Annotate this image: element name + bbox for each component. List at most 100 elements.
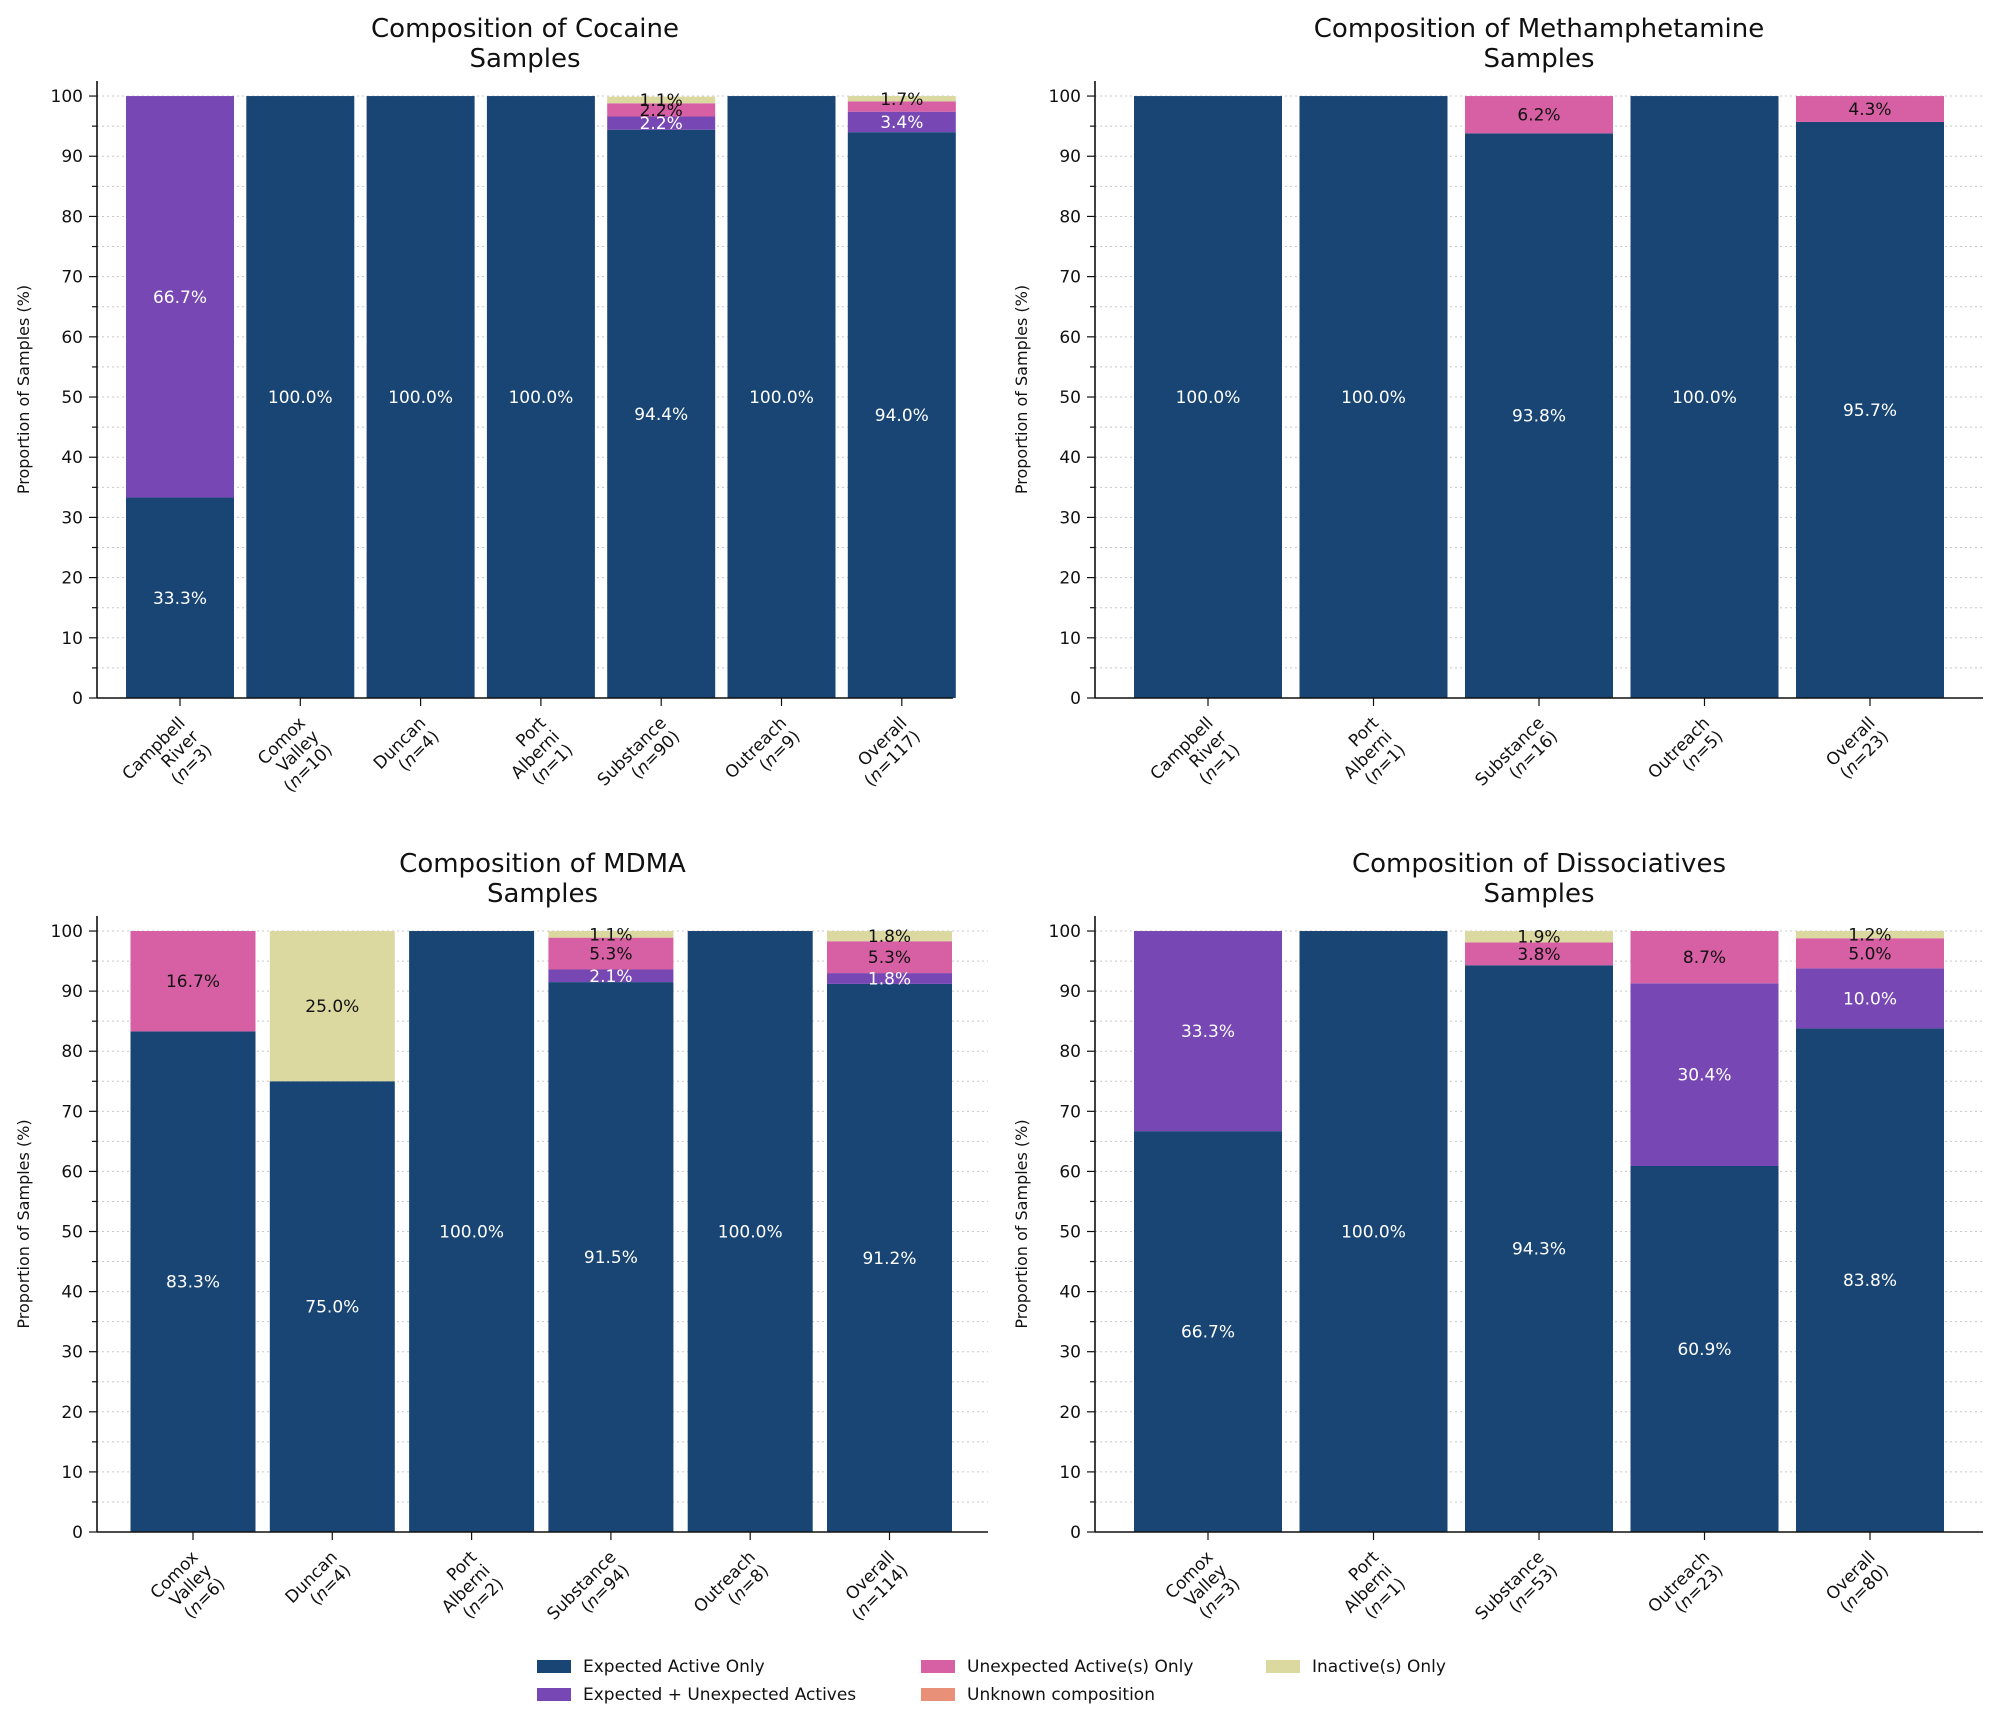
bar-segment-expected_only [1465, 133, 1613, 698]
y-tick-label: 100 [1049, 922, 1081, 942]
y-tick-label: 70 [1059, 1102, 1081, 1122]
legend-label: Inactive(s) Only [1312, 1657, 1446, 1677]
bar-segment-unexpected_only [548, 937, 674, 970]
bar-value-label: 1.8% [868, 927, 911, 947]
bar-segment-inactive_only [607, 96, 716, 104]
bar-segment-expected_only [1796, 121, 1944, 699]
x-tick-label: Duncan(n=4) [370, 713, 444, 787]
bar-value-label: 1.8% [868, 970, 911, 990]
bar-value-label: 100.0% [1176, 388, 1241, 408]
bar-segment-expected_only [827, 983, 952, 1532]
x-tick-label: PortAlberni(n=1) [494, 713, 578, 797]
y-tick-label: 30 [1059, 1343, 1081, 1363]
bar-segment-expected_only [727, 96, 836, 699]
y-tick-label: 40 [1059, 1283, 1081, 1303]
bar-value-label: 91.5% [584, 1248, 638, 1268]
chart-panel-1: Composition of Cocaine Samples Proportion … [14, 14, 956, 811]
y-tick-label: 70 [61, 1102, 83, 1122]
x-tick-label: Overall(n=80) [1822, 1547, 1893, 1618]
x-tick-label: CampbellRiver(n=3) [119, 713, 217, 811]
bar-value-label: 4.3% [1848, 100, 1891, 120]
bar-segment-unexpected_only [1630, 931, 1779, 984]
bar-value-label: 2.1% [589, 967, 632, 987]
bar-segment-unexpected_only [1796, 96, 1944, 122]
bar-value-label: 1.9% [1517, 928, 1560, 948]
y-tick-label: 90 [1059, 982, 1081, 1002]
bar-value-label: 83.8% [1843, 1271, 1897, 1291]
y-tick-label: 40 [61, 1283, 83, 1303]
y-tick-label: 50 [61, 1223, 83, 1243]
bar-value-label: 2.2% [640, 101, 683, 121]
y-axis-label: Proportion of Samples (%) [1012, 1119, 1031, 1328]
chart-title: Composition of Dissociatives Samples [1352, 849, 1726, 909]
bar-value-label: 100.0% [1672, 388, 1737, 408]
y-tick-label: 50 [61, 388, 83, 408]
x-tick-label: Substance(n=94) [543, 1547, 633, 1637]
bar-value-label: 66.7% [153, 288, 207, 308]
bar-value-label: 66.7% [1181, 1323, 1235, 1343]
y-tick-label: 20 [1059, 1403, 1081, 1423]
bar-value-label: 100.0% [268, 388, 333, 408]
y-tick-label: 30 [61, 1343, 83, 1363]
bar-value-label: 6.2% [1517, 106, 1560, 126]
y-tick-label: 100 [51, 922, 83, 942]
bar-segment-unexpected_only [607, 103, 716, 117]
y-tick-label: 10 [61, 629, 83, 649]
bar-segment-expected_unexpected [607, 116, 716, 130]
bar-value-label: 60.9% [1677, 1340, 1731, 1360]
bar-segment-expected_unexpected [548, 969, 674, 983]
y-tick-label: 90 [61, 147, 83, 167]
bar-value-label: 100.0% [1341, 1223, 1406, 1243]
legend-label: Expected Active Only [583, 1657, 765, 1677]
y-axis-label: Proportion of Samples (%) [14, 285, 33, 494]
bar-segment-expected_only [1465, 965, 1613, 1532]
legend-label: Unknown composition [967, 1685, 1155, 1705]
bar-segment-expected_unexpected [1796, 968, 1944, 1029]
bar-value-label: 1.1% [589, 925, 632, 945]
bar-segment-expected_unexpected [1134, 931, 1282, 1132]
y-tick-label: 0 [1070, 1523, 1081, 1543]
chart-panel-3: Composition of MDMA Samples Proportion of … [14, 849, 988, 1637]
y-tick-label: 20 [61, 1403, 83, 1423]
bar-value-label: 100.0% [388, 388, 453, 408]
chart-title: Composition of MDMA Samples [399, 849, 686, 909]
y-axis-label: Proportion of Samples (%) [14, 1119, 33, 1328]
bar-value-label: 33.3% [1181, 1022, 1235, 1042]
legend-swatch [537, 1688, 571, 1701]
y-tick-label: 40 [1059, 448, 1081, 468]
y-tick-label: 80 [1059, 207, 1081, 227]
x-tick-label: Substance(n=90) [594, 713, 684, 803]
bar-value-label: 94.3% [1512, 1240, 1566, 1260]
bar-value-label: 16.7% [166, 972, 220, 992]
x-tick-label: Outreach(n=9) [721, 713, 804, 796]
bar-segment-expected_only [246, 96, 355, 699]
legend: Expected Active Only Expected + Unexpecte… [537, 1657, 1446, 1705]
bar-value-label: 1.7% [880, 90, 923, 110]
y-tick-label: 100 [1049, 87, 1081, 107]
y-tick-label: 80 [61, 207, 83, 227]
bar-segment-unexpected_only [847, 101, 956, 112]
y-tick-label: 20 [61, 569, 83, 589]
x-tick-label: Substance(n=53) [1472, 1547, 1562, 1637]
bar-segment-expected_only [687, 931, 813, 1532]
bar-segment-inactive_only [269, 931, 395, 1082]
bar-value-label: 91.2% [862, 1249, 916, 1269]
x-tick-label: ComoxValley(n=10) [253, 713, 336, 796]
bar-segment-unexpected_only [1465, 96, 1613, 134]
legend-item-expected_unexpected: Expected + Unexpected Actives [537, 1685, 856, 1705]
y-tick-label: 10 [1059, 1463, 1081, 1483]
x-tick-label: ComoxValley(n=6) [147, 1547, 230, 1630]
bar-segment-expected_only [269, 1081, 395, 1532]
x-tick-label: CampbellRiver(n=1) [1147, 713, 1245, 811]
bar-value-label: 75.0% [305, 1298, 359, 1318]
x-tick-label: ComoxValley(n=3) [1162, 1547, 1245, 1630]
legend-item-inactive_only: Inactive(s) Only [1266, 1657, 1446, 1677]
bar-value-label: 100.0% [1341, 388, 1406, 408]
y-tick-label: 70 [1059, 268, 1081, 288]
bar-value-label: 100.0% [508, 388, 573, 408]
x-tick-label: Outreach(n=5) [1644, 713, 1727, 796]
x-tick-label: Overall(n=23) [1822, 713, 1893, 784]
y-axis-label: Proportion of Samples (%) [1012, 285, 1031, 494]
bar-segment-inactive_only [548, 931, 674, 938]
